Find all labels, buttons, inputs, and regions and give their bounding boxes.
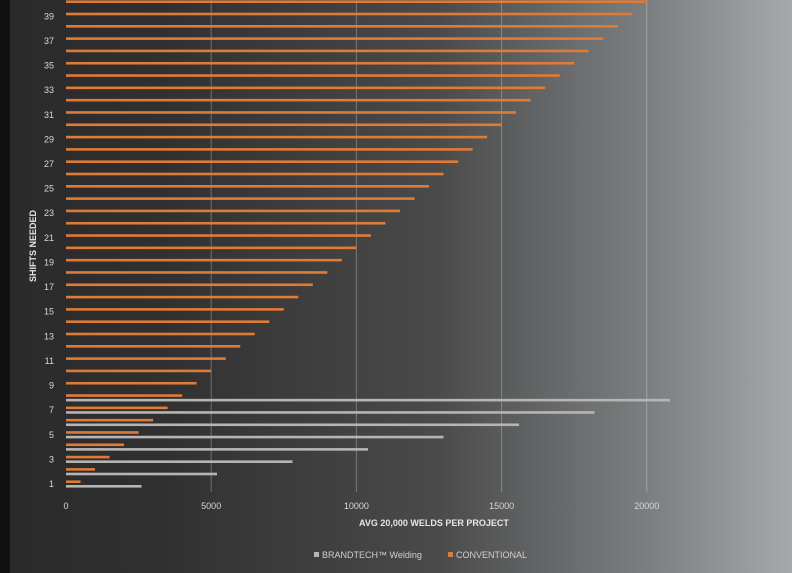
left-edge-band [0, 0, 10, 573]
bar-conventional-22 [66, 221, 386, 225]
y-tick-label-3: 3 [49, 454, 54, 464]
x-tick-label-10000: 10000 [344, 501, 369, 511]
bar-conventional-35 [66, 61, 575, 65]
y-tick-label-9: 9 [49, 381, 54, 391]
x-tick-label-5000: 5000 [201, 501, 221, 511]
y-tick-label-37: 37 [44, 36, 54, 46]
y-tick-label-15: 15 [44, 307, 54, 317]
bar-conventional-33 [66, 86, 546, 90]
bar-conventional-27 [66, 160, 459, 163]
legend-label-conventional: CONVENTIONAL [456, 550, 527, 560]
bar-conventional-32 [66, 98, 531, 102]
y-tick-label-7: 7 [49, 405, 54, 415]
bar-conventional-15 [66, 308, 284, 311]
bar-conventional-25 [66, 185, 429, 188]
y-tick-label-33: 33 [44, 85, 54, 95]
bar-conventional-3 [66, 455, 110, 459]
x-tick-label-20000: 20000 [634, 501, 659, 511]
bar-conventional-37 [66, 37, 604, 40]
bar-conventional-2 [66, 468, 96, 471]
bar-conventional-21 [66, 234, 371, 237]
bar-conventional-8 [66, 394, 183, 397]
bar-brandtech-5 [66, 435, 444, 439]
bar-conventional-38 [66, 25, 618, 28]
bar-conventional-31 [66, 111, 517, 114]
bar-conventional-4 [66, 443, 125, 447]
bar-conventional-40 [66, 0, 647, 3]
y-tick-label-1: 1 [49, 479, 54, 489]
bar-brandtech-2 [66, 472, 218, 476]
bar-conventional-1 [66, 480, 81, 483]
bar-conventional-23 [66, 209, 400, 213]
gridlines [210, 0, 648, 492]
bars [66, 0, 671, 488]
bar-conventional-13 [66, 332, 255, 336]
bar-conventional-34 [66, 74, 560, 77]
bar-conventional-14 [66, 320, 270, 323]
bar-conventional-28 [66, 148, 473, 151]
y-tick-label-11: 11 [45, 356, 54, 366]
legend-label-brandtech: BRANDTECH™ Welding [322, 550, 422, 560]
y-tick-label-19: 19 [44, 257, 54, 267]
y-tick-label-31: 31 [44, 110, 54, 120]
y-tick-label-27: 27 [44, 159, 54, 169]
bar-conventional-24 [66, 197, 415, 200]
y-tick-label-5: 5 [49, 430, 54, 440]
y-tick-label-23: 23 [44, 208, 54, 218]
legend: BRANDTECH™ Welding CONVENTIONAL [314, 550, 527, 560]
bar-brandtech-3 [66, 460, 293, 463]
bar-brandtech-8 [66, 398, 671, 402]
bar-conventional-39 [66, 12, 633, 16]
bar-conventional-20 [66, 246, 357, 250]
x-axis-title: AVG 20,000 WELDS PER PROJECT [359, 518, 509, 528]
bar-conventional-26 [66, 172, 444, 176]
bar-brandtech-6 [66, 423, 520, 427]
bar-conventional-36 [66, 49, 589, 53]
x-tick-label-0: 0 [63, 501, 68, 511]
bar-conventional-17 [66, 283, 313, 287]
y-tick-label-35: 35 [44, 61, 54, 71]
y-axis-title: SHIFTS NEEDED [28, 209, 38, 282]
legend-swatch-conventional [448, 552, 453, 557]
bar-conventional-29 [66, 135, 488, 139]
y-tick-label-21: 21 [44, 233, 54, 243]
y-tick-label-29: 29 [44, 134, 54, 144]
bar-conventional-18 [66, 271, 328, 274]
bar-conventional-12 [66, 345, 241, 348]
bar-conventional-5 [66, 431, 139, 434]
bar-conventional-10 [66, 369, 212, 373]
bar-brandtech-7 [66, 411, 595, 414]
bar-conventional-7 [66, 406, 168, 410]
bar-conventional-19 [66, 258, 342, 262]
bar-conventional-6 [66, 418, 154, 422]
y-tick-label-25: 25 [44, 184, 54, 194]
bar-brandtech-1 [66, 485, 142, 488]
bar-brandtech-4 [66, 448, 369, 451]
legend-swatch-brandtech [314, 552, 319, 557]
x-axis-ticks: 0 5000 10000 15000 20000 [63, 501, 659, 511]
y-tick-label-17: 17 [44, 282, 54, 292]
x-tick-label-15000: 15000 [489, 501, 514, 511]
bar-conventional-30 [66, 123, 502, 127]
bar-conventional-11 [66, 357, 226, 360]
bar-conventional-9 [66, 381, 197, 385]
bar-conventional-16 [66, 295, 299, 299]
y-tick-label-13: 13 [44, 331, 54, 341]
y-tick-label-39: 39 [44, 11, 54, 21]
